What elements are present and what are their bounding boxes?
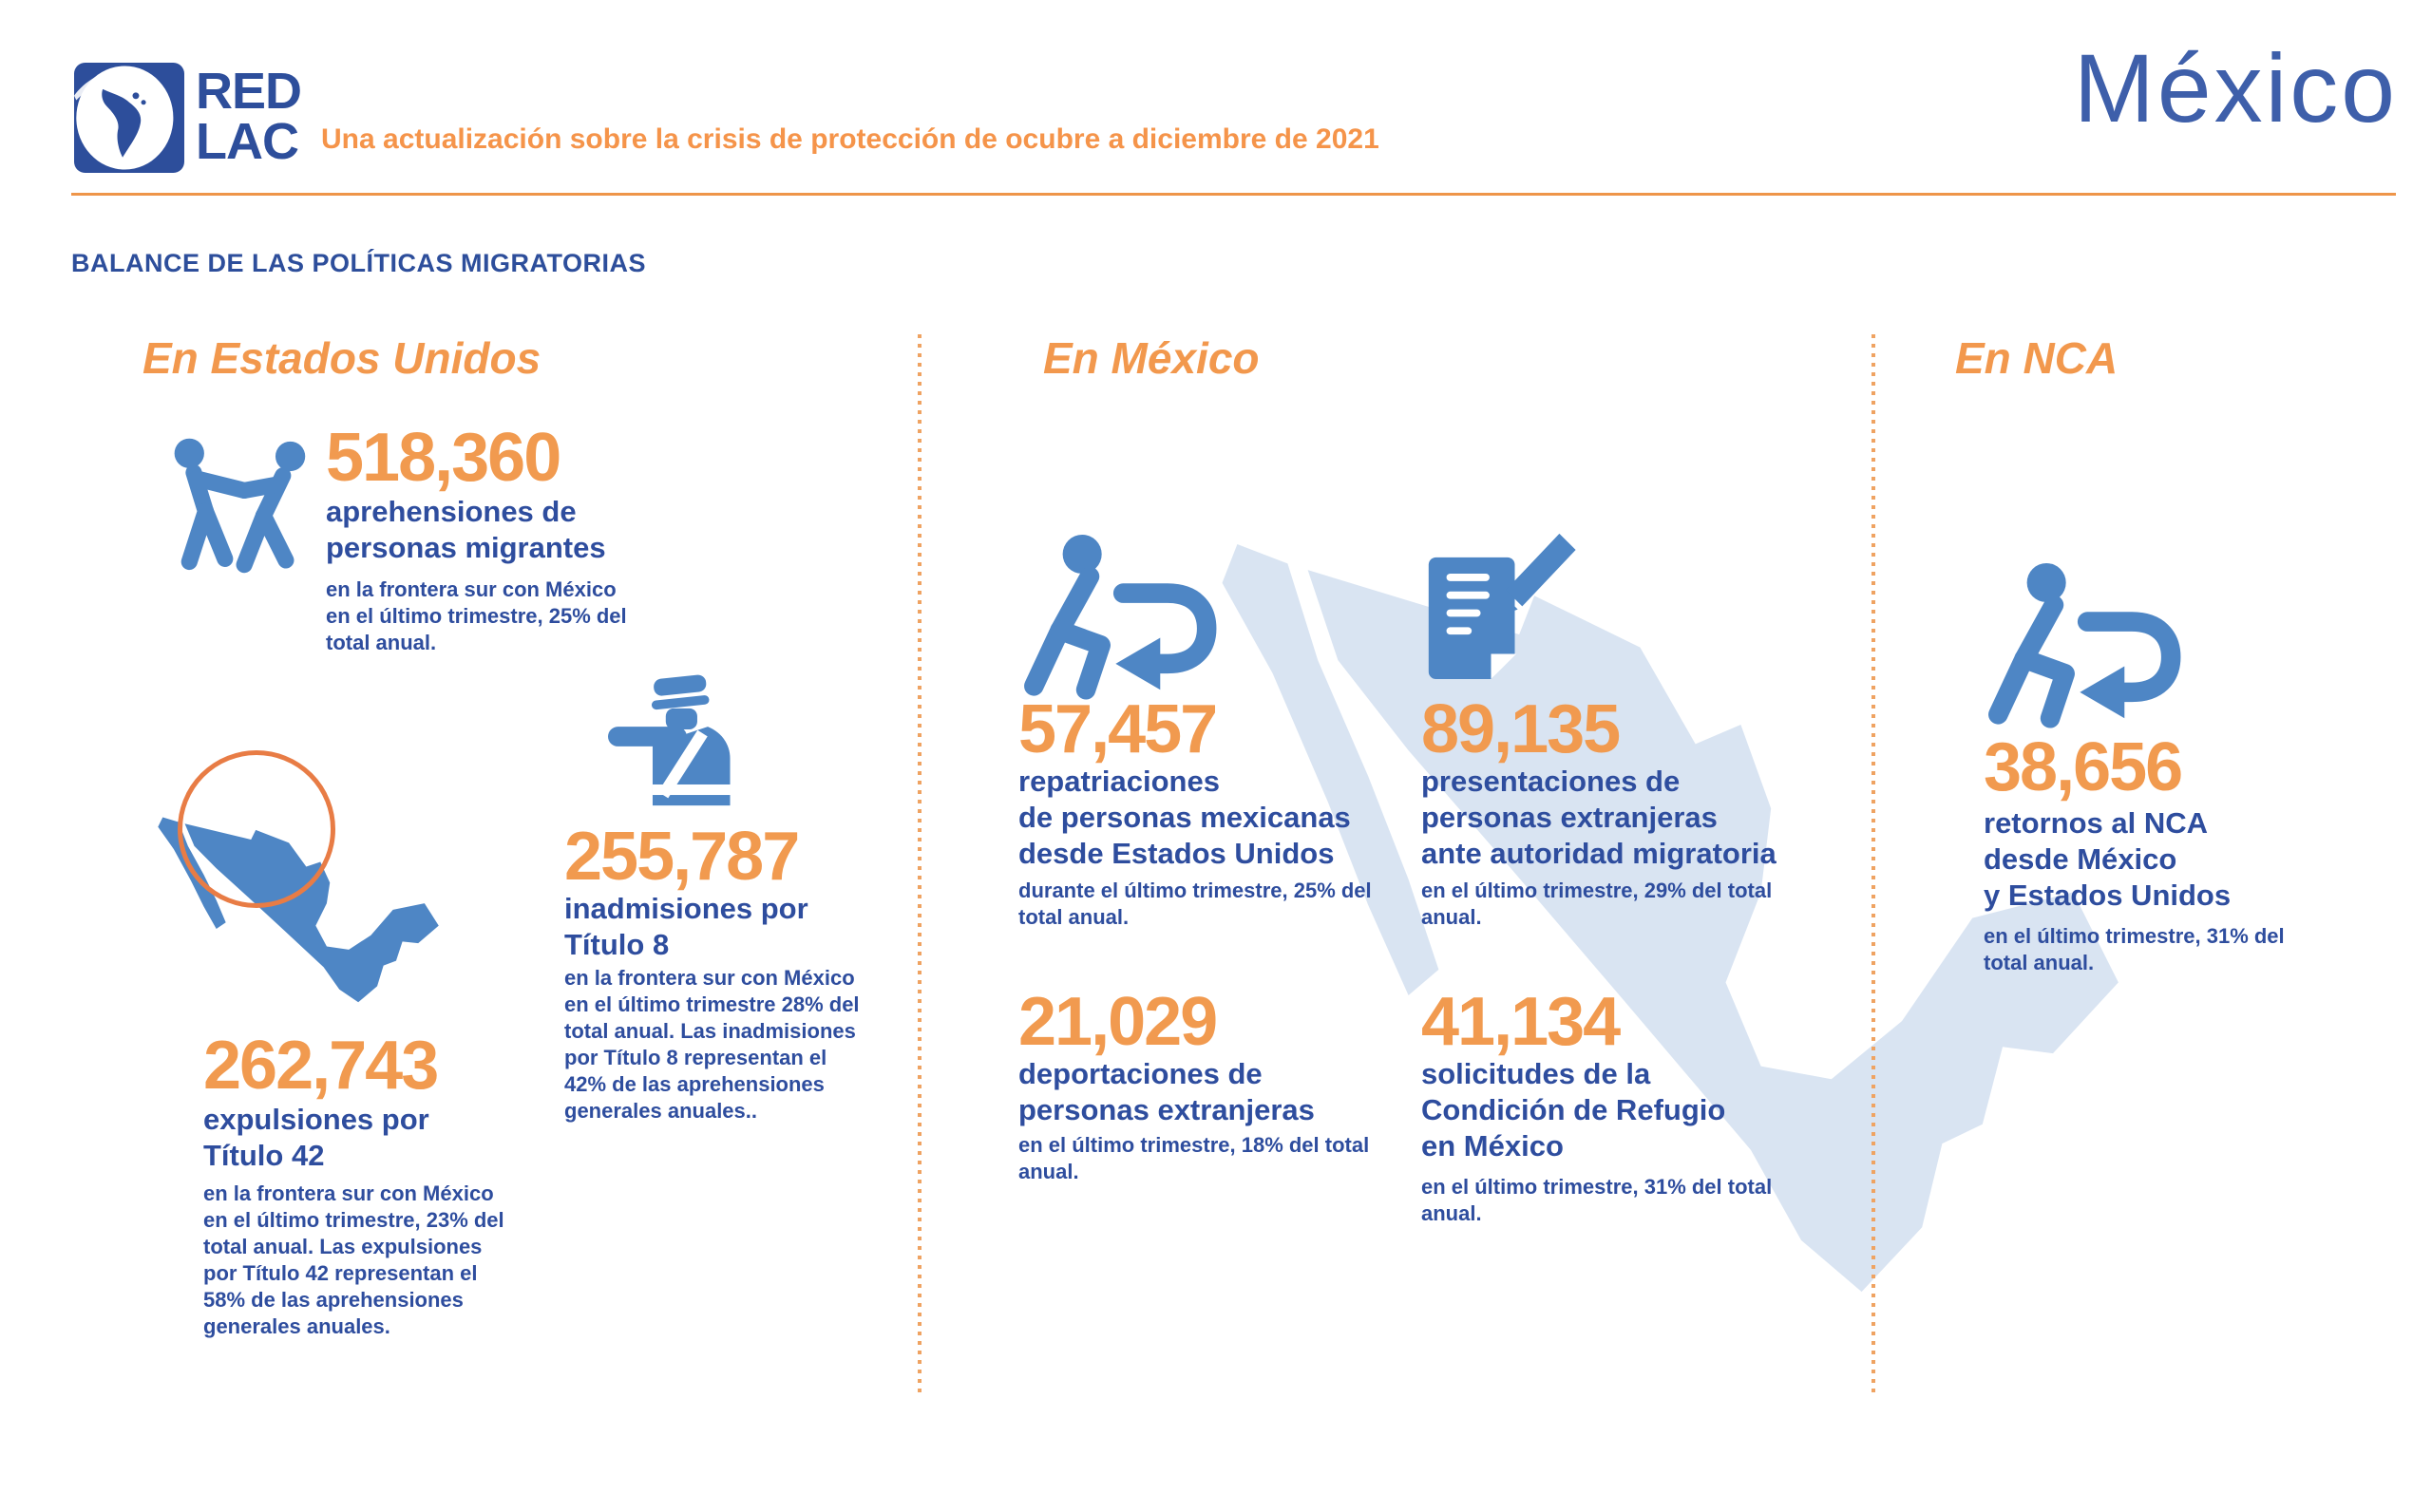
stat-note-repatriations: durante el último trimestre, 25% del tot…	[1018, 879, 1372, 929]
stat-value-expulsions: 262,743	[203, 1028, 439, 1104]
column-divider-right	[1872, 334, 1875, 1398]
stat-label-repatriations: repatriaciones de personas mexicanas des…	[1018, 765, 1351, 870]
stat-label-refuge: solicitudes de la Condición de Refugio e…	[1421, 1057, 1726, 1162]
country-title: México	[2073, 34, 2398, 142]
stat-note-returns: en el último trimestre, 31% del total an…	[1984, 924, 2285, 974]
stat-label-deportations: deportaciones de personas extranjeras	[1018, 1057, 1315, 1126]
header-rule	[71, 193, 2396, 196]
stat-note-deportations: en el último trimestre, 18% del total an…	[1018, 1133, 1370, 1183]
stat-value-apprehensions: 518,360	[326, 420, 561, 496]
stat-value-returns: 38,656	[1984, 729, 2183, 805]
stat-note-apprehensions: en la frontera sur con México en el últi…	[326, 577, 627, 654]
redlac-logo	[74, 63, 184, 173]
stat-note-expulsions: en la frontera sur con México en el últi…	[203, 1181, 504, 1338]
logo-line2: LAC	[196, 113, 299, 170]
column-heading-mx: En México	[1043, 333, 1260, 383]
section-title: BALANCE DE LAS POLÍTICAS MIGRATORIAS	[71, 249, 647, 277]
stat-note-inadmissions: en la frontera sur con México en el últi…	[564, 966, 860, 1123]
logo-wordmark: RED LAC	[196, 63, 302, 170]
stat-note-refuge: en el último trimestre, 31% del total an…	[1421, 1175, 1773, 1225]
stat-label-inadmissions: inadmisiones por Título 8	[564, 892, 808, 961]
stat-value-presentations: 89,135	[1421, 691, 1621, 767]
stat-value-refuge: 41,134	[1421, 984, 1621, 1060]
stat-label-returns: retornos al NCA desde México y Estados U…	[1984, 806, 2232, 912]
mexico-map-large	[1222, 544, 2118, 1293]
column-heading-nca: En NCA	[1955, 333, 2118, 383]
stat-label-apprehensions: aprehensiones de personas migrantes	[326, 495, 606, 564]
border-highlight-circle	[178, 750, 335, 908]
stat-value-deportations: 21,029	[1018, 984, 1218, 1060]
column-divider-left	[918, 334, 922, 1398]
document-pencil-icon	[1428, 533, 1576, 680]
person-return-icon-nca	[1988, 562, 2181, 728]
stat-value-inadmissions: 255,787	[564, 819, 800, 895]
stat-label-presentations: presentaciones de personas extranjeras a…	[1421, 765, 1776, 870]
stat-note-presentations: en el último trimestre, 29% del total an…	[1421, 879, 1773, 929]
people-apprehension-icon	[174, 438, 306, 574]
logo-line1: RED	[196, 63, 302, 120]
person-return-icon-mx	[1024, 534, 1217, 700]
stat-label-expulsions: expulsiones por Título 42	[203, 1103, 429, 1172]
column-heading-us: En Estados Unidos	[142, 333, 542, 383]
border-officer-icon	[608, 674, 731, 806]
report-subtitle: Una actualización sobre la crisis de pro…	[321, 123, 1379, 155]
stat-value-repatriations: 57,457	[1018, 691, 1218, 767]
